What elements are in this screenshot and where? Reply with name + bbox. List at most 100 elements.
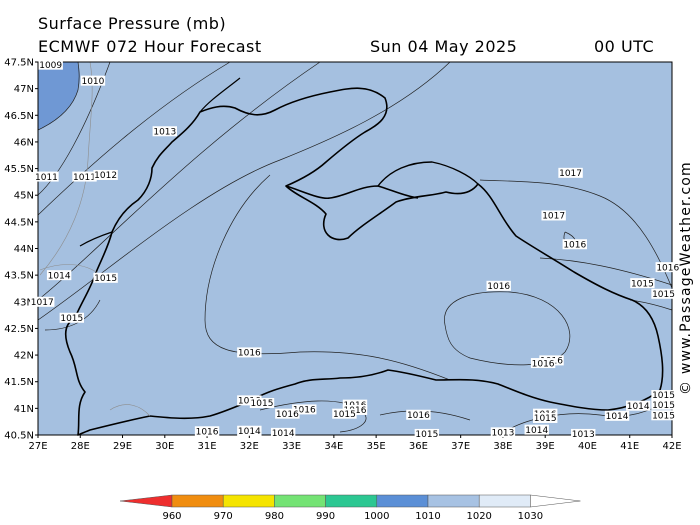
- isobar-label: 1017: [559, 169, 582, 179]
- low-pressure-region: [38, 62, 80, 130]
- isobar-label: 1011: [73, 173, 96, 183]
- lon-label: 42E: [662, 441, 681, 452]
- lat-label: 42N: [14, 351, 34, 362]
- legend-tick-label: 990: [316, 511, 335, 522]
- pressure-legend: 960 970 980 990 1000 1010 1020 1030: [119, 494, 581, 522]
- lat-label: 46N: [14, 137, 34, 148]
- legend-tick-label: 980: [265, 511, 284, 522]
- isobar-label: 1015: [415, 430, 438, 440]
- isobar-label: 1015: [251, 399, 274, 409]
- lat-label: 45.5N: [4, 164, 34, 175]
- lon-label: 35E: [367, 441, 386, 452]
- isobar-label-bg: [34, 171, 59, 182]
- lat-label: 42.5N: [4, 324, 34, 335]
- model-run-label: ECMWF 072 Hour Forecast: [38, 37, 262, 56]
- isobar-label: 1015: [333, 410, 356, 420]
- lon-label: 32E: [240, 441, 259, 452]
- dnieper-river: [199, 77, 241, 113]
- isobar-label-bg: [38, 59, 63, 70]
- isobar-label: 1010: [81, 77, 104, 87]
- lon-label: 33E: [282, 441, 301, 452]
- isobar-label-bg: [275, 408, 300, 419]
- legend-tick-label: 1020: [466, 511, 491, 522]
- isobar-label: 1015: [652, 290, 675, 300]
- lat-label: 43.5N: [4, 271, 34, 282]
- isobar-label: 1016: [293, 406, 316, 416]
- lon-label: 30E: [155, 441, 174, 452]
- legend-high-wedge: [530, 494, 581, 508]
- lon-label: 40E: [578, 441, 597, 452]
- lat-label: 41.5N: [4, 377, 34, 388]
- isobar-label: 1017: [542, 212, 565, 222]
- isobar-label-bg: [562, 239, 587, 250]
- isobar-label: 1011: [35, 173, 58, 183]
- isobar-label-bg: [651, 288, 676, 299]
- isobar-label: 1013: [491, 429, 514, 439]
- isobar-label: 1016: [238, 349, 261, 359]
- legend-swatch: [325, 494, 378, 508]
- isobar-label-bg: [524, 424, 549, 435]
- azov-coast: [377, 161, 479, 187]
- lat-label: 44N: [14, 244, 34, 255]
- legend-swatch: [222, 494, 275, 508]
- isobar-label-bg: [490, 427, 516, 438]
- isobar-label-bg: [558, 167, 583, 178]
- isobar-label-bg: [292, 404, 317, 415]
- isobar-label-bg: [651, 399, 676, 410]
- isobar-label: 1012: [94, 171, 117, 181]
- isobar-label-bg: [530, 358, 556, 369]
- isobar-label: 1016: [656, 263, 679, 273]
- forecast-time: 00 UTC: [594, 37, 655, 56]
- isobar-label: 1014: [525, 426, 548, 436]
- isobar-label: 1014: [272, 429, 295, 439]
- isobar-1017-north: [479, 179, 673, 289]
- forecast-date: Sun 04 May 2025: [370, 37, 518, 56]
- lon-label: 31E: [198, 441, 217, 452]
- longitude-axis: 27E 28E 29E 30E 31E 32E 33E 34E 35E 36E 37E 38E 39E 4…: [28, 435, 682, 452]
- isobar-label: 1016: [196, 427, 219, 437]
- isobar-label-bg: [237, 347, 262, 358]
- legend-low-wedge: [119, 494, 173, 508]
- isobar-label-bg: [93, 272, 118, 283]
- isobar-label: 1016: [238, 397, 261, 407]
- legend-tick-label: 1000: [364, 511, 389, 522]
- isobar-label: 1014: [606, 412, 629, 422]
- isobar-label-bg: [342, 399, 368, 410]
- legend-tick-label: 960: [162, 511, 181, 522]
- isobar-label: 1015: [60, 314, 83, 324]
- crimea-coast: [285, 185, 419, 200]
- isobar-label-bg: [270, 427, 296, 438]
- legend-swatch: [427, 494, 480, 508]
- isobar-label-bg: [72, 171, 97, 182]
- isobar-label: 1016: [563, 240, 586, 250]
- site-credit: © www.PassageWeather.com: [678, 161, 694, 395]
- lon-label: 27E: [28, 441, 47, 452]
- lon-label: 34E: [324, 441, 343, 452]
- isobar-label-bg: [604, 410, 630, 421]
- map-title: Surface Pressure (mb): [38, 14, 227, 33]
- isobar-label-bg: [59, 312, 85, 323]
- lat-label: 43N: [14, 297, 34, 308]
- isobar-1011: [37, 61, 231, 216]
- lon-label: 39E: [536, 441, 555, 452]
- danube-delta: [79, 231, 113, 247]
- isobar-label: 1013: [153, 127, 176, 137]
- isobar-label: 1014: [238, 427, 261, 437]
- latitude-axis: 47.5N 47N 46.5N 46N 45.5N 45N 44.5N 44N 43.5N 43N…: [4, 58, 38, 442]
- isobar-label: 1015: [652, 411, 675, 421]
- isobar-label-bg: [533, 412, 558, 423]
- lat-label: 47.5N: [4, 58, 34, 69]
- lat-label: 41N: [14, 404, 34, 415]
- lat-label: 40.5N: [4, 431, 34, 442]
- isobar-label: 1016: [407, 411, 430, 421]
- isobar-label-bg: [30, 296, 55, 307]
- legend-tick-label: 1030: [518, 511, 543, 522]
- legend-tick-label: 970: [214, 511, 233, 522]
- isobar-label-bg: [406, 409, 431, 420]
- isobar-label: 1016: [532, 359, 555, 369]
- lon-label: 29E: [113, 441, 132, 452]
- isobar-label: 1016: [276, 410, 299, 420]
- isobar-label-bg: [651, 390, 676, 401]
- isobar-label-bg: [651, 410, 676, 421]
